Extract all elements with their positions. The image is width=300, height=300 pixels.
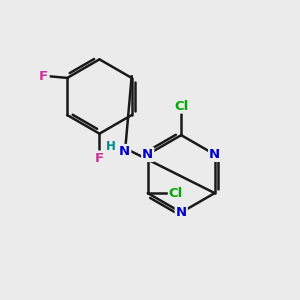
Text: N: N <box>176 206 187 219</box>
Text: N: N <box>209 148 220 161</box>
Text: F: F <box>38 70 47 83</box>
Text: N: N <box>142 148 153 161</box>
Text: F: F <box>95 152 104 164</box>
Text: Cl: Cl <box>174 100 188 112</box>
Text: Cl: Cl <box>169 187 183 200</box>
Text: H: H <box>106 140 116 153</box>
Text: N: N <box>119 145 130 158</box>
